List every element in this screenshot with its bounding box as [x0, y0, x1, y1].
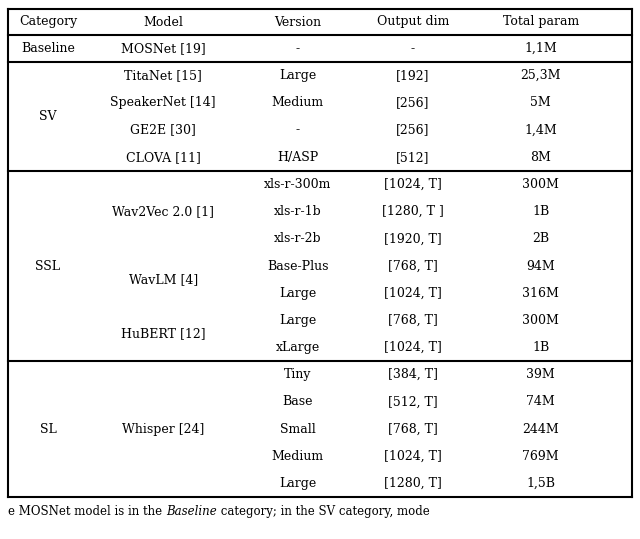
- Text: MOSNet [19]: MOSNet [19]: [121, 42, 205, 55]
- Text: 1,5B: 1,5B: [526, 477, 556, 490]
- Text: xls-r-1b: xls-r-1b: [274, 205, 321, 218]
- Text: [256]: [256]: [396, 96, 429, 109]
- Text: [384, T]: [384, T]: [388, 368, 438, 381]
- Text: [768, T]: [768, T]: [388, 423, 438, 436]
- Text: [1024, T]: [1024, T]: [384, 178, 442, 191]
- Text: 5M: 5M: [531, 96, 551, 109]
- Text: Large: Large: [279, 477, 316, 490]
- Text: 1B: 1B: [532, 205, 549, 218]
- Text: Whisper [24]: Whisper [24]: [122, 423, 204, 436]
- Text: Version: Version: [274, 16, 321, 29]
- Text: [1024, T]: [1024, T]: [384, 341, 442, 354]
- Text: -: -: [296, 42, 300, 55]
- Text: Base-Plus: Base-Plus: [267, 259, 328, 273]
- Text: SL: SL: [40, 423, 56, 436]
- Text: HuBERT [12]: HuBERT [12]: [121, 327, 205, 341]
- Text: [1920, T]: [1920, T]: [384, 232, 442, 245]
- Text: xls-r-300m: xls-r-300m: [264, 178, 332, 191]
- Text: [192]: [192]: [396, 70, 429, 82]
- Text: SV: SV: [39, 110, 57, 123]
- Text: Wav2Vec 2.0 [1]: Wav2Vec 2.0 [1]: [112, 205, 214, 218]
- Text: 316M: 316M: [522, 287, 559, 300]
- Text: Small: Small: [280, 423, 316, 436]
- Text: Large: Large: [279, 70, 316, 82]
- Text: xls-r-2b: xls-r-2b: [274, 232, 321, 245]
- Text: 2B: 2B: [532, 232, 549, 245]
- Text: CLOVA [11]: CLOVA [11]: [126, 151, 200, 164]
- Text: 94M: 94M: [527, 259, 555, 273]
- Text: TitaNet [15]: TitaNet [15]: [124, 70, 202, 82]
- Text: Base: Base: [282, 396, 313, 409]
- Text: Medium: Medium: [271, 450, 324, 463]
- Text: [1280, T ]: [1280, T ]: [382, 205, 444, 218]
- Text: Medium: Medium: [271, 96, 324, 109]
- Text: Baseline: Baseline: [166, 505, 216, 518]
- Text: [1024, T]: [1024, T]: [384, 287, 442, 300]
- Text: [256]: [256]: [396, 123, 429, 136]
- Text: Large: Large: [279, 314, 316, 327]
- Text: [768, T]: [768, T]: [388, 314, 438, 327]
- Text: 300M: 300M: [522, 178, 559, 191]
- Text: -: -: [296, 123, 300, 136]
- Text: 769M: 769M: [522, 450, 559, 463]
- Text: category; in the SV category, mode: category; in the SV category, mode: [216, 505, 429, 518]
- Text: WavLM [4]: WavLM [4]: [129, 273, 198, 286]
- Text: Output dim: Output dim: [376, 16, 449, 29]
- Text: 25,3M: 25,3M: [520, 70, 561, 82]
- Text: Large: Large: [279, 287, 316, 300]
- Text: [768, T]: [768, T]: [388, 259, 438, 273]
- Text: Total param: Total param: [502, 16, 579, 29]
- Text: 39M: 39M: [527, 368, 555, 381]
- Text: H/ASP: H/ASP: [277, 151, 318, 164]
- Text: Category: Category: [19, 16, 77, 29]
- Text: 1,1M: 1,1M: [524, 42, 557, 55]
- Text: xLarge: xLarge: [275, 341, 320, 354]
- Text: -: -: [411, 42, 415, 55]
- Text: Baseline: Baseline: [21, 42, 75, 55]
- Text: 1,4M: 1,4M: [524, 123, 557, 136]
- Text: 1B: 1B: [532, 341, 549, 354]
- Text: GE2E [30]: GE2E [30]: [131, 123, 196, 136]
- Text: SSL: SSL: [35, 259, 61, 273]
- Text: [1280, T]: [1280, T]: [384, 477, 442, 490]
- Text: Model: Model: [143, 16, 183, 29]
- Text: 244M: 244M: [522, 423, 559, 436]
- Text: [512, T]: [512, T]: [388, 396, 438, 409]
- Text: 74M: 74M: [527, 396, 555, 409]
- Text: e MOSNet model is in the: e MOSNet model is in the: [8, 505, 166, 518]
- Text: SpeakerNet [14]: SpeakerNet [14]: [110, 96, 216, 109]
- Text: [1024, T]: [1024, T]: [384, 450, 442, 463]
- Text: Tiny: Tiny: [284, 368, 311, 381]
- Text: 300M: 300M: [522, 314, 559, 327]
- Text: [512]: [512]: [396, 151, 429, 164]
- Text: 8M: 8M: [531, 151, 551, 164]
